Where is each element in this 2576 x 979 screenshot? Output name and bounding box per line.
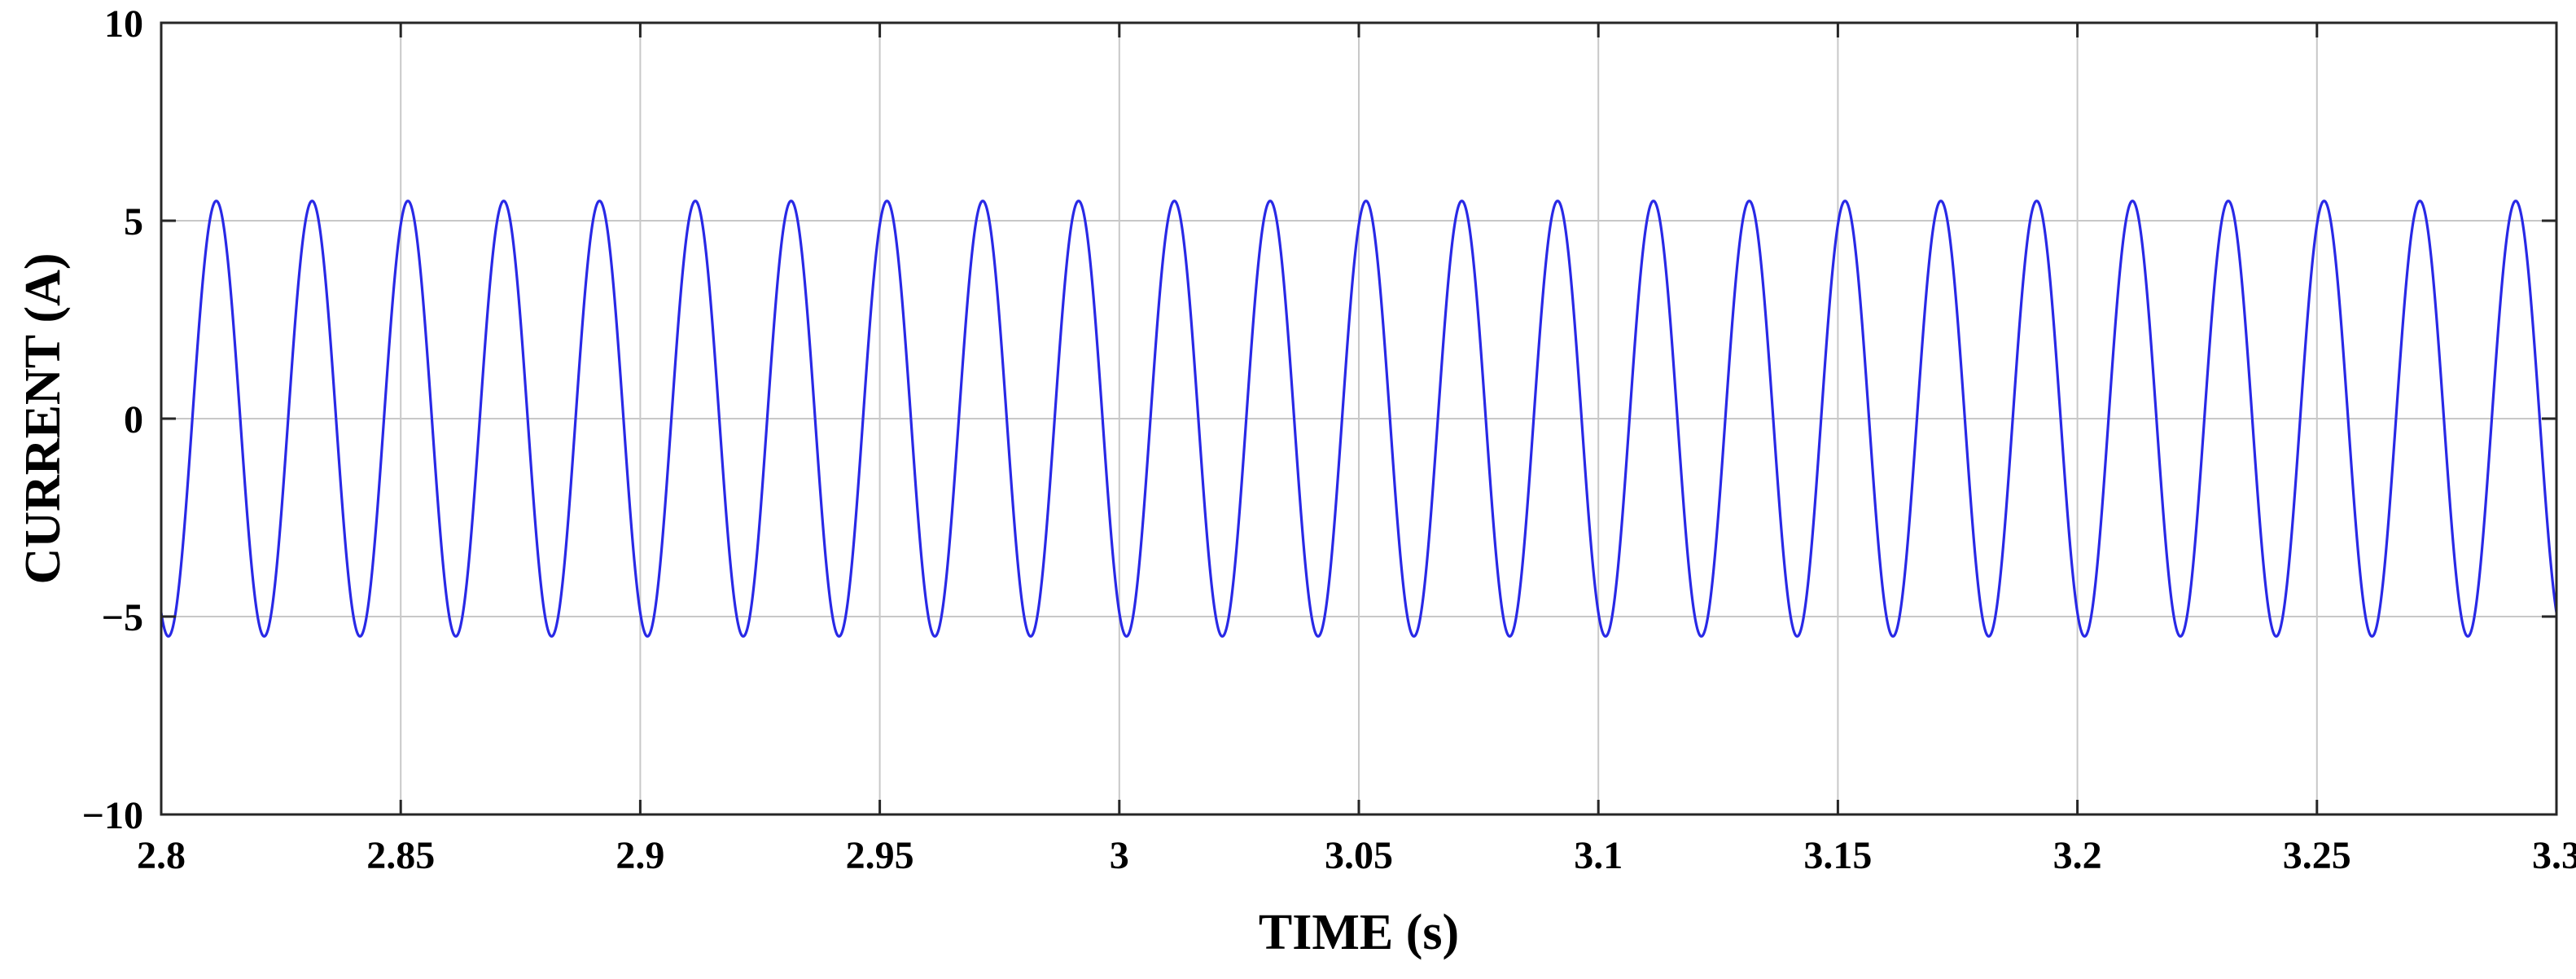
y-tick-label: 10 xyxy=(104,2,143,46)
series-layer xyxy=(160,200,2558,638)
y-tick-label: 5 xyxy=(124,200,143,244)
x-tick-label: 2.8 xyxy=(137,834,186,877)
x-tick-label: 3.25 xyxy=(2283,834,2351,877)
series-line xyxy=(160,200,2558,638)
x-tick-label: 3.15 xyxy=(1803,834,1872,877)
x-tick-label: 2.9 xyxy=(616,834,664,877)
tick-marks xyxy=(160,21,2558,816)
x-tick-label: 3 xyxy=(1110,834,1129,877)
y-tick-labels: −10 −5 0 5 10 xyxy=(82,2,143,837)
x-tick-label: 2.95 xyxy=(846,834,914,877)
x-tick-label: 3.05 xyxy=(1325,834,1393,877)
y-tick-label: −10 xyxy=(82,794,143,837)
y-axis-title: CURRENT (A) xyxy=(15,252,71,584)
x-tick-label: 3.3 xyxy=(2532,834,2576,877)
y-tick-label: −5 xyxy=(102,596,143,639)
x-tick-label: 2.85 xyxy=(366,834,435,877)
x-axis-title: TIME (s) xyxy=(1259,905,1459,960)
x-tick-labels: 2.8 2.85 2.9 2.95 3 3.05 3.1 3.15 3.2 3.25 3.3 xyxy=(137,834,2576,877)
y-tick-label: 0 xyxy=(124,398,143,441)
x-tick-label: 3.1 xyxy=(1574,834,1623,877)
x-tick-label: 3.2 xyxy=(2053,834,2102,877)
